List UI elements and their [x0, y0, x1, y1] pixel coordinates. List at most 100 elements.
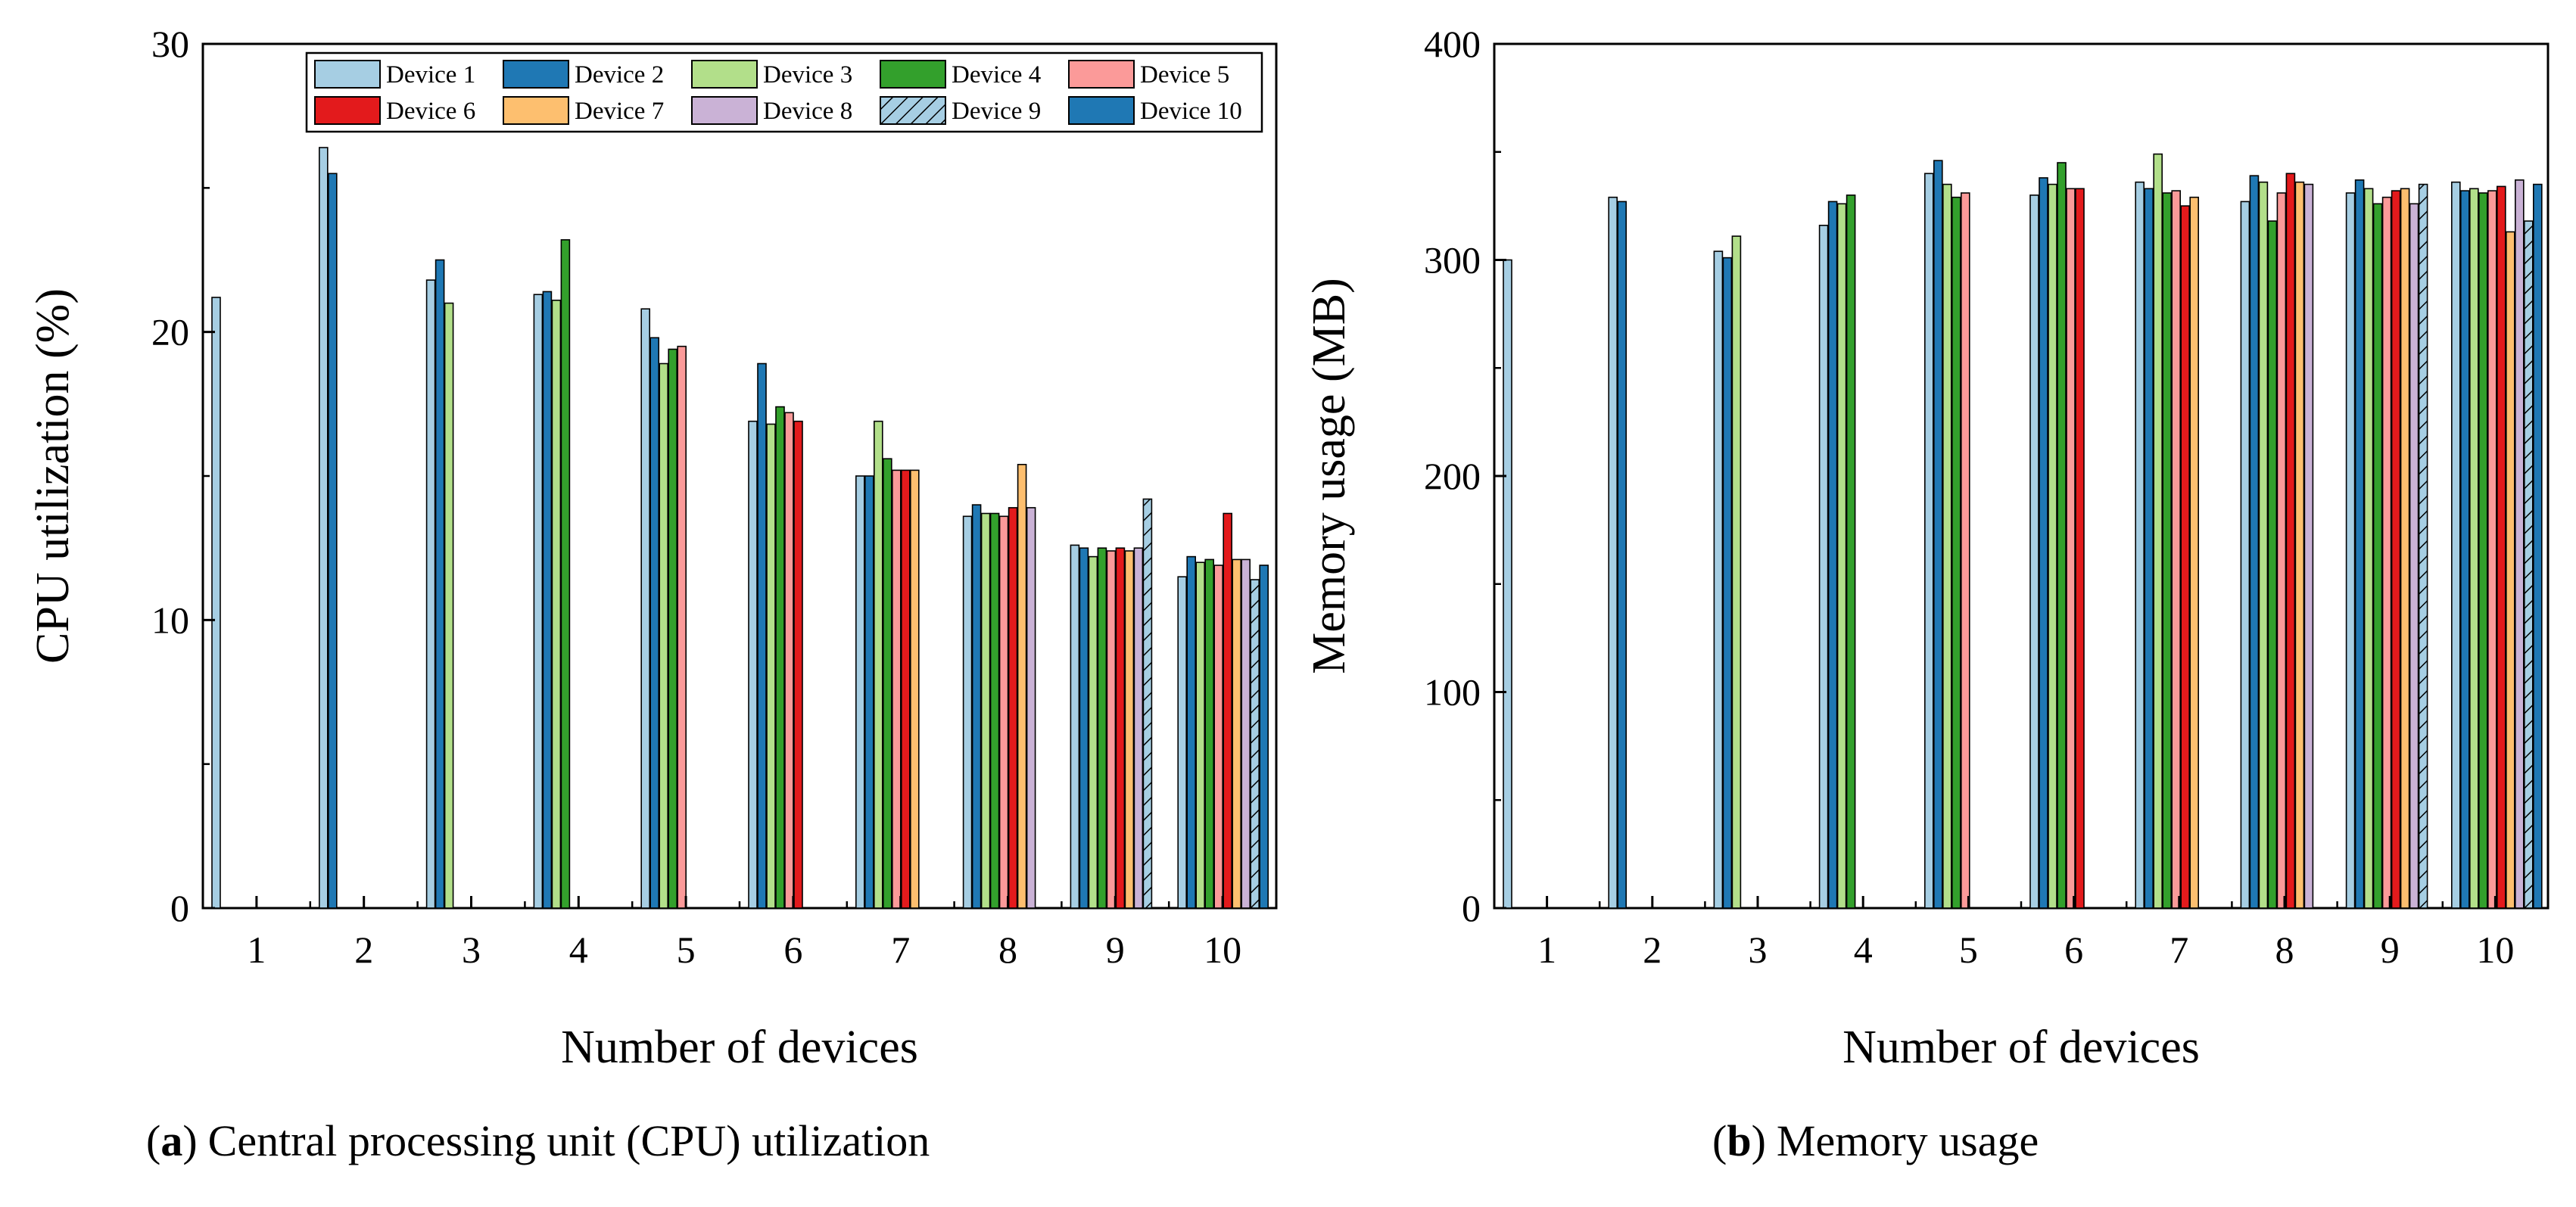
cpu-bar-n4-device-3 — [551, 299, 562, 909]
memory-x-tick-label: 9 — [2381, 929, 2400, 971]
cpu-bar-n5-device-5 — [677, 345, 687, 909]
cpu-bar-n5-device-2 — [649, 337, 660, 909]
memory-bar-n8-device-7 — [2294, 181, 2305, 909]
cpu-bar-n8-device-4 — [989, 512, 1000, 909]
memory-caption-letter: b — [1727, 1116, 1751, 1165]
cpu-caption-letter: a — [160, 1116, 182, 1165]
cpu-y-tick-label: 20 — [151, 311, 189, 353]
cpu-x-tick-label: 5 — [677, 929, 696, 971]
legend-swatch-device-2 — [503, 60, 569, 89]
legend-label-device-4: Device 4 — [952, 61, 1041, 89]
memory-bar-n10-device-4 — [2478, 192, 2488, 909]
legend-label-device-3: Device 3 — [763, 61, 852, 89]
memory-x-tick-label: 2 — [1643, 929, 1662, 971]
memory-bar-n9-device-5 — [2381, 196, 2392, 909]
cpu-caption: (a) Central processing unit (CPU) utiliza… — [146, 1116, 930, 1165]
cpu-bar-n9-device-6 — [1115, 547, 1126, 909]
cpu-bar-n10-device-1 — [1177, 576, 1187, 909]
cpu-bar-n4-device-2 — [542, 291, 553, 909]
memory-bar-n7-device-4 — [2162, 192, 2172, 909]
memory-x-axis-title: Number of devices — [1842, 1022, 2200, 1073]
memory-bar-n8-device-1 — [2240, 201, 2250, 909]
memory-bar-n10-device-5 — [2487, 190, 2497, 909]
memory-bar-n9-device-9 — [2418, 183, 2428, 909]
memory-y-tick-label: 0 — [1462, 887, 1481, 929]
cpu-caption-letter-close: ) — [182, 1116, 197, 1165]
memory-bar-n2-device-2 — [1617, 201, 1627, 909]
memory-bars — [1503, 153, 2543, 909]
memory-bar-n5-device-5 — [1961, 192, 1970, 909]
memory-bar-n5-device-1 — [1924, 173, 1934, 909]
cpu-bar-n10-device-8 — [1241, 558, 1251, 909]
memory-bar-n4-device-4 — [1846, 194, 1856, 909]
cpu-bar-n10-device-7 — [1232, 558, 1241, 909]
memory-bar-n7-device-3 — [2153, 153, 2163, 909]
cpu-bar-n9-device-1 — [1070, 544, 1080, 909]
cpu-y-tick-label: 30 — [151, 23, 189, 65]
memory-x-tick-label: 3 — [1749, 929, 1768, 971]
cpu-bar-n10-device-10 — [1259, 565, 1269, 909]
cpu-bar-n8-device-8 — [1026, 507, 1036, 909]
cpu-caption-letter-open: ( — [146, 1116, 160, 1165]
cpu-bar-n2-device-2 — [327, 173, 338, 909]
memory-x-tick-label: 5 — [1959, 929, 1978, 971]
cpu-axis-ticks: 0 10 20 30 1 2 3 4 5 6 7 8 9 10 — [151, 23, 1241, 971]
memory-y-tick-label: 300 — [1424, 239, 1481, 282]
cpu-bar-n9-device-7 — [1124, 550, 1135, 909]
cpu-x-tick-label: 7 — [891, 929, 910, 971]
cpu-bar-n8-device-7 — [1017, 463, 1027, 909]
memory-x-tick-label: 7 — [2170, 929, 2188, 971]
cpu-bar-n9-device-2 — [1079, 547, 1089, 909]
memory-bar-n9-device-3 — [2363, 188, 2374, 909]
memory-bar-n6-device-3 — [2048, 183, 2057, 909]
cpu-bar-n7-device-2 — [864, 475, 874, 909]
cpu-bar-n5-device-4 — [668, 348, 678, 909]
legend-label-device-9: Device 9 — [952, 98, 1041, 125]
cpu-y-tick-label: 0 — [170, 887, 189, 929]
cpu-utilization-chart: 0 10 20 30 1 2 3 4 5 6 7 8 9 10 CPU utilization (%) N… — [27, 23, 1278, 1165]
cpu-bar-n9-device-5 — [1106, 550, 1117, 909]
memory-x-tick-label: 8 — [2275, 929, 2294, 971]
memory-bar-n3-device-2 — [1722, 257, 1733, 909]
memory-bar-n5-device-2 — [1933, 160, 1943, 909]
memory-bar-n4-device-2 — [1827, 201, 1838, 909]
cpu-bar-n6-device-2 — [757, 362, 767, 909]
memory-bar-n8-device-2 — [2249, 175, 2260, 909]
legend-swatch-device-7 — [503, 96, 569, 125]
memory-x-tick-label: 6 — [2064, 929, 2083, 971]
legend-swatch-device-1 — [314, 60, 381, 89]
legend: Device 1 Device 2 Device 3 Device 4 Device 5… — [305, 51, 1263, 133]
cpu-x-tick-label: 1 — [247, 929, 266, 971]
cpu-bar-n7-device-5 — [892, 469, 902, 909]
cpu-bar-n7-device-3 — [874, 420, 883, 909]
cpu-bar-n10-device-6 — [1223, 512, 1232, 909]
cpu-bar-n8-device-5 — [998, 515, 1009, 909]
cpu-bar-n4-device-1 — [533, 294, 544, 909]
cpu-bar-n6-device-5 — [784, 412, 794, 909]
memory-bar-n6-device-1 — [2029, 194, 2039, 909]
cpu-bar-n3-device-2 — [435, 259, 445, 909]
memory-bar-n4-device-1 — [1818, 224, 1829, 909]
memory-bar-n7-device-2 — [2144, 188, 2154, 909]
cpu-x-tick-label: 6 — [783, 929, 802, 971]
cpu-bar-n7-device-1 — [855, 475, 865, 909]
memory-bar-n7-device-5 — [2171, 190, 2181, 909]
memory-x-tick-label: 1 — [1537, 929, 1556, 971]
cpu-y-axis-title: CPU utilization (%) — [27, 288, 79, 664]
memory-caption-letter-open: ( — [1712, 1116, 1727, 1165]
cpu-y-tick-label: 10 — [151, 599, 189, 641]
memory-bar-n8-device-4 — [2267, 220, 2278, 909]
memory-bar-n5-device-3 — [1942, 183, 1952, 909]
legend-label-device-8: Device 8 — [763, 98, 852, 125]
legend-label-device-1: Device 1 — [386, 61, 475, 89]
cpu-bar-n8-device-6 — [1008, 507, 1018, 909]
memory-caption: (b) Memory usage — [1712, 1116, 2039, 1165]
cpu-bar-n4-device-4 — [560, 239, 571, 909]
memory-bar-n4-device-3 — [1836, 203, 1847, 909]
memory-bar-n7-device-1 — [2135, 181, 2145, 909]
cpu-bar-n8-device-3 — [980, 512, 991, 909]
memory-bar-n7-device-7 — [2189, 196, 2199, 909]
memory-x-tick-label: 4 — [1854, 929, 1873, 971]
